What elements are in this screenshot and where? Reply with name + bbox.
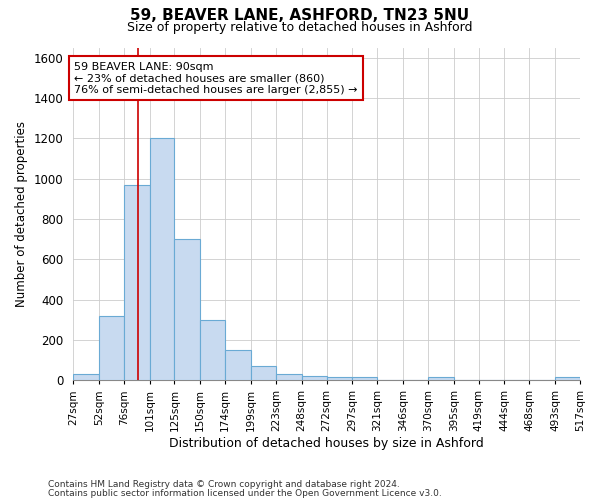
Bar: [302, 376, 326, 380]
Bar: [276, 374, 302, 380]
Bar: [200, 320, 225, 380]
Text: Size of property relative to detached houses in Ashford: Size of property relative to detached ho…: [127, 21, 473, 34]
X-axis label: Distribution of detached houses by size in Ashford: Distribution of detached houses by size …: [169, 437, 484, 450]
Bar: [251, 366, 276, 380]
Bar: [73, 374, 99, 380]
Bar: [352, 378, 377, 380]
Y-axis label: Number of detached properties: Number of detached properties: [15, 121, 28, 307]
Bar: [124, 184, 149, 380]
Bar: [326, 378, 352, 380]
Text: Contains HM Land Registry data © Crown copyright and database right 2024.: Contains HM Land Registry data © Crown c…: [48, 480, 400, 489]
Text: Contains public sector information licensed under the Open Government Licence v3: Contains public sector information licen…: [48, 488, 442, 498]
Bar: [428, 378, 454, 380]
Bar: [175, 239, 200, 380]
Bar: [555, 378, 580, 380]
Text: 59 BEAVER LANE: 90sqm
← 23% of detached houses are smaller (860)
76% of semi-det: 59 BEAVER LANE: 90sqm ← 23% of detached …: [74, 62, 358, 95]
Text: 59, BEAVER LANE, ASHFORD, TN23 5NU: 59, BEAVER LANE, ASHFORD, TN23 5NU: [130, 8, 470, 22]
Bar: [149, 138, 175, 380]
Bar: [99, 316, 124, 380]
Bar: [225, 350, 251, 380]
